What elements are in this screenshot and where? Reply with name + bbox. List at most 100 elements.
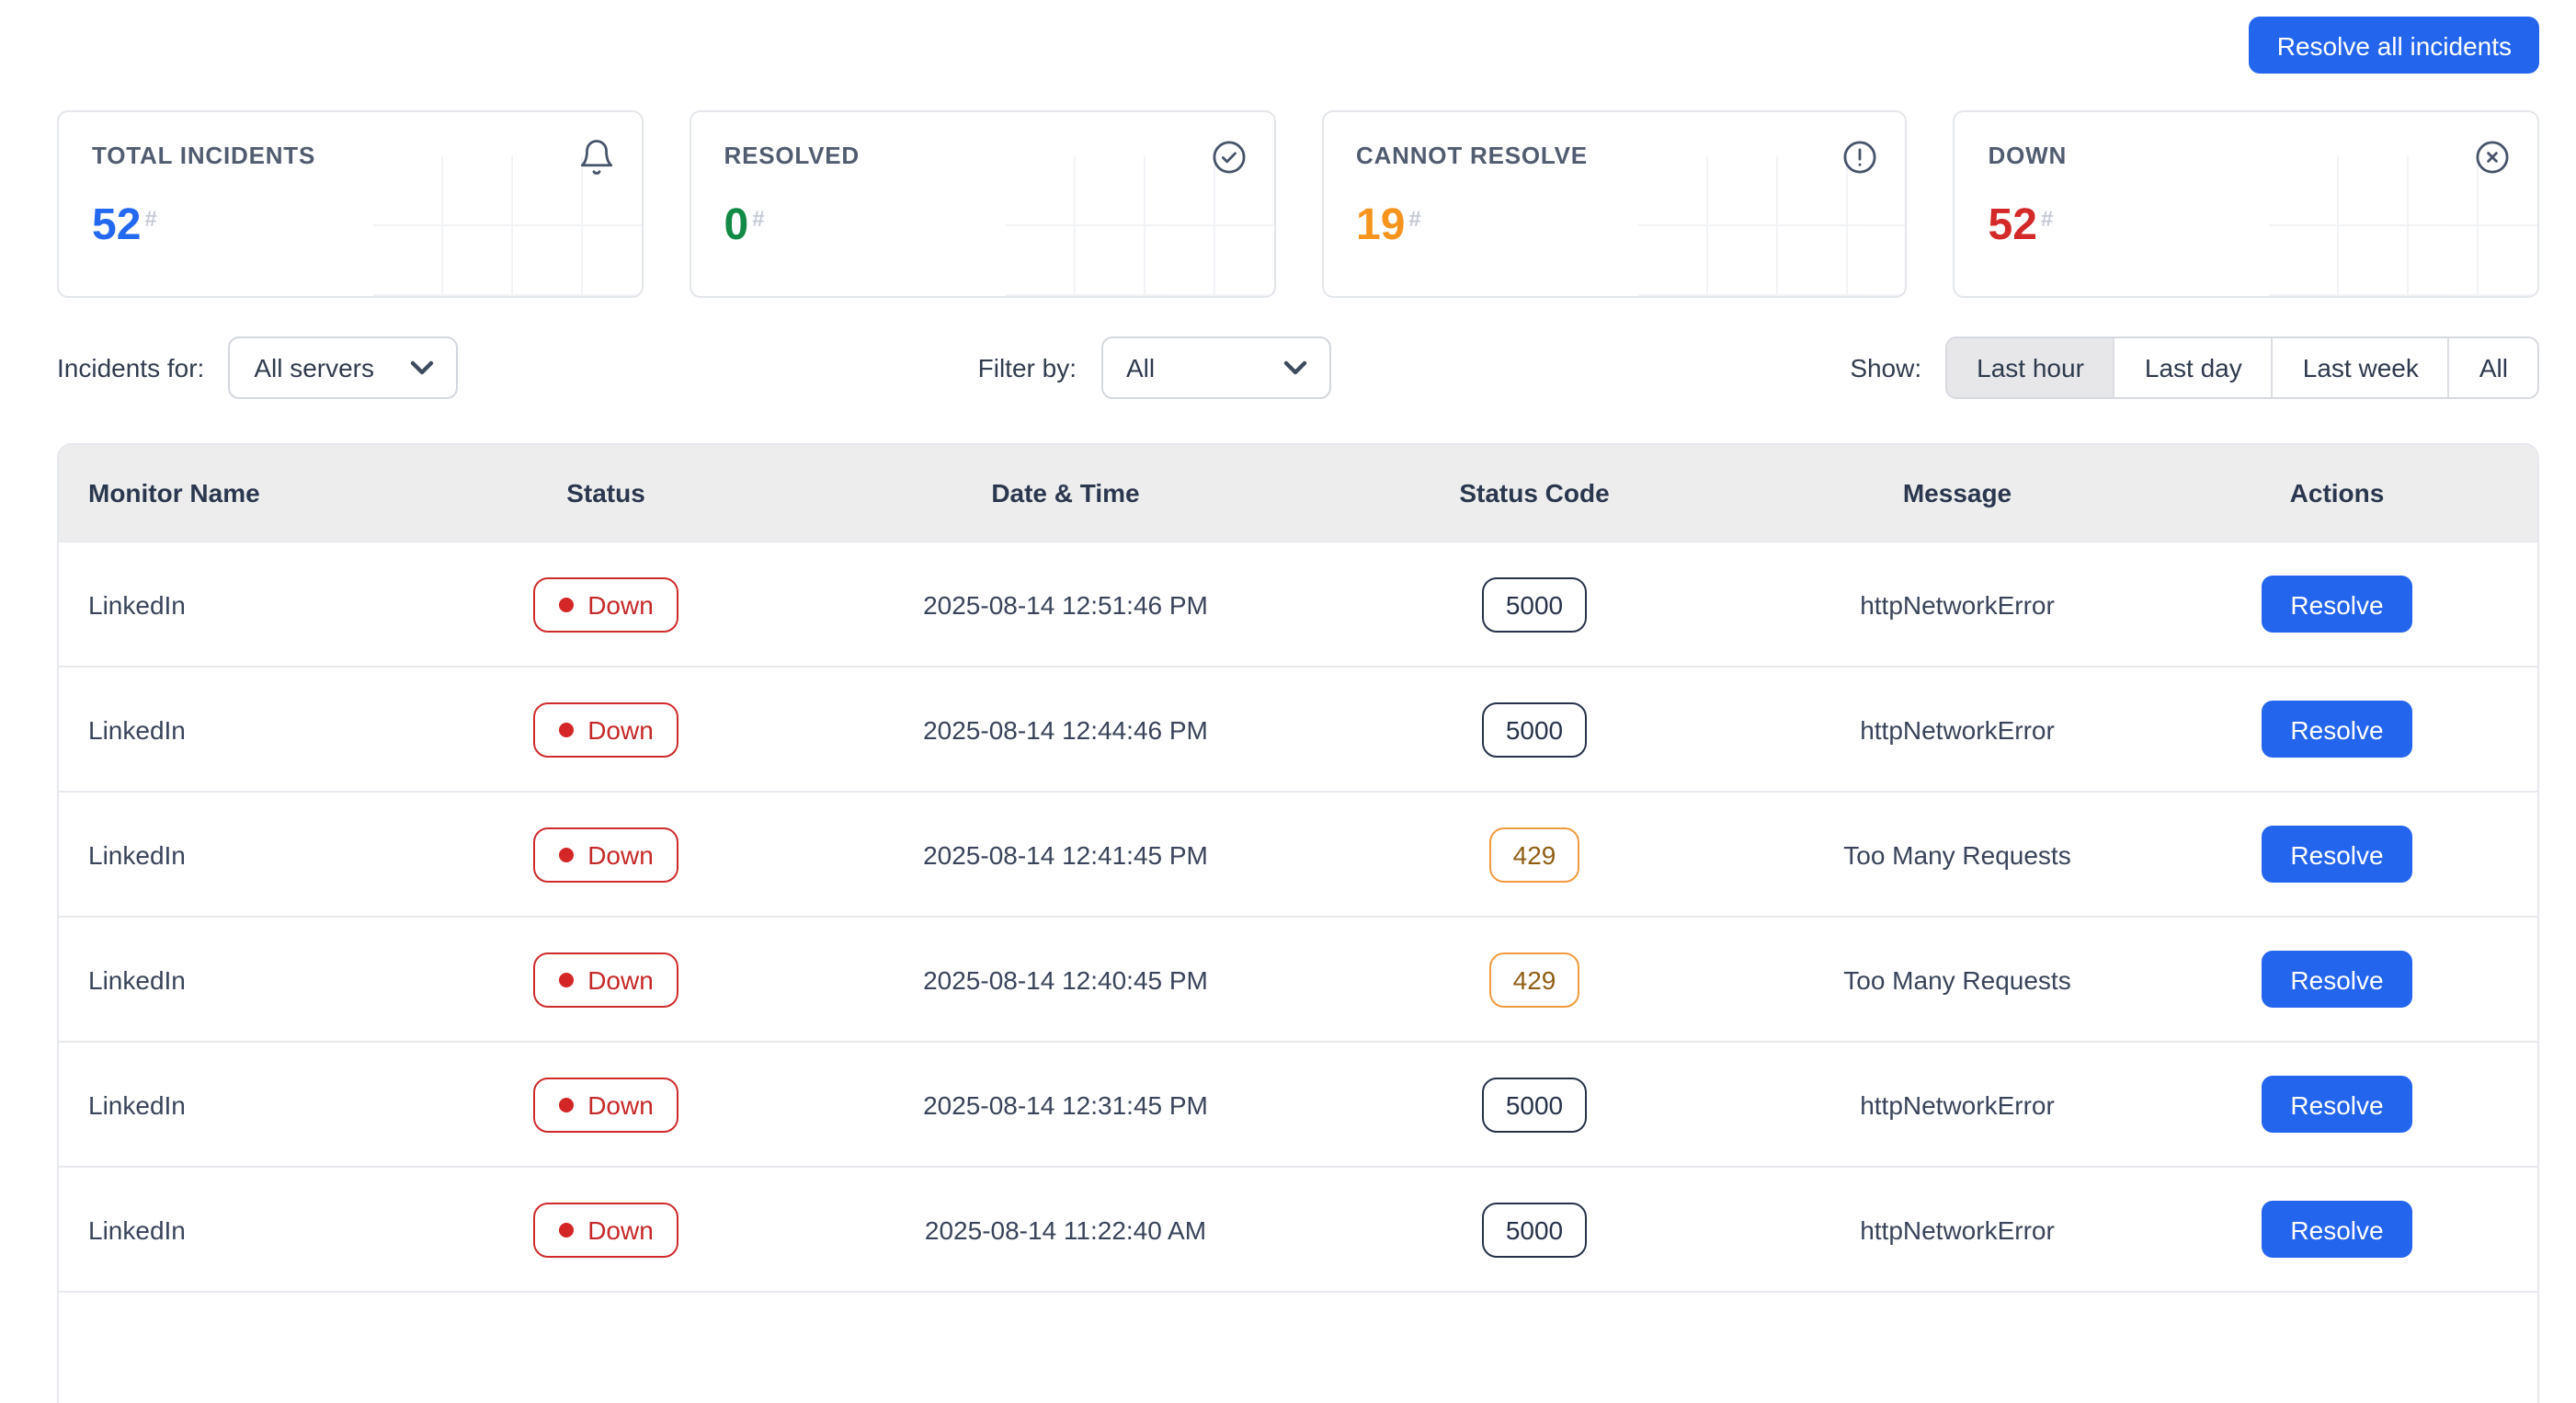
chevron-down-icon: [410, 359, 434, 376]
status-code-badge: 429: [1488, 827, 1580, 882]
column-header-monitor-name: Monitor Name: [88, 478, 260, 508]
stat-value: 52: [1988, 200, 2037, 250]
show-option-last-day[interactable]: Last day: [2113, 338, 2272, 397]
message-value: httpNetworkError: [1860, 1089, 2055, 1119]
show-option-all[interactable]: All: [2447, 338, 2537, 397]
column-header-actions: Actions: [2289, 478, 2385, 508]
column-header-datetime: Date & Time: [991, 478, 1140, 508]
stat-value: 19: [1356, 200, 1406, 250]
status-badge: Down: [532, 952, 679, 1007]
show-option-last-week[interactable]: Last week: [2271, 338, 2448, 397]
x-circle-icon: [2473, 138, 2512, 177]
stat-label: TOTAL INCIDENTS: [92, 142, 316, 169]
resolve-button[interactable]: Resolve: [2261, 1201, 2413, 1258]
check-circle-icon: [1209, 138, 1248, 177]
show-option-last-hour[interactable]: Last hour: [1947, 338, 2114, 397]
stat-value: 52: [92, 200, 142, 250]
filter-by-select-value: All: [1126, 353, 1156, 382]
datetime-value: 2025-08-14 12:44:46 PM: [923, 714, 1208, 744]
datetime-value: 2025-08-14 12:51:46 PM: [923, 589, 1208, 619]
status-badge: Down: [532, 1202, 679, 1257]
status-code-badge: 5000: [1481, 1077, 1588, 1132]
table-row: LinkedIn Down 2025-08-14 12:51:46 PM 500…: [59, 541, 2537, 666]
status-code-badge: 5000: [1481, 576, 1588, 632]
stat-unit: #: [1408, 206, 1421, 232]
resolve-button[interactable]: Resolve: [2261, 1076, 2413, 1133]
status-label: Down: [587, 714, 654, 744]
stat-value: 0: [724, 200, 749, 250]
resolve-all-button[interactable]: Resolve all incidents: [2249, 17, 2539, 74]
column-header-status-code: Status Code: [1459, 478, 1610, 508]
incidents-for-label: Incidents for:: [57, 353, 205, 382]
table-body: LinkedIn Down 2025-08-14 12:51:46 PM 500…: [59, 541, 2537, 1291]
column-header-status: Status: [566, 478, 645, 508]
server-select-value: All servers: [254, 353, 375, 382]
stat-cards: TOTAL INCIDENTS 52 # RESOLVED 0 # CANNOT R…: [57, 110, 2539, 298]
status-label: Down: [587, 1215, 654, 1244]
monitor-name: LinkedIn: [88, 1089, 186, 1119]
message-value: httpNetworkError: [1860, 1215, 2055, 1244]
stat-unit: #: [752, 206, 765, 232]
alert-circle-icon: [1841, 138, 1880, 177]
down-dot-icon: [558, 1097, 574, 1112]
stat-label: RESOLVED: [724, 142, 860, 169]
status-code-badge: 5000: [1481, 1202, 1588, 1257]
bell-icon: [577, 138, 616, 177]
resolve-button[interactable]: Resolve: [2261, 701, 2413, 758]
chevron-down-icon: [1282, 359, 1306, 376]
status-code-badge: 429: [1488, 952, 1580, 1007]
stat-unit: #: [144, 206, 157, 232]
show-range-segmented-control: Last hour Last day Last week All: [1945, 336, 2539, 399]
stat-unit: #: [2040, 206, 2054, 232]
filter-by-label: Filter by:: [977, 353, 1077, 382]
column-header-message: Message: [1902, 478, 2012, 508]
monitor-name: LinkedIn: [88, 839, 186, 869]
stat-card-down: DOWN 52 #: [1953, 110, 2539, 298]
datetime-value: 2025-08-14 12:31:45 PM: [923, 1089, 1208, 1119]
stat-card-resolved: RESOLVED 0 #: [689, 110, 1275, 298]
resolve-button[interactable]: Resolve: [2261, 576, 2413, 633]
status-badge: Down: [532, 1077, 679, 1132]
message-value: httpNetworkError: [1860, 589, 2055, 619]
table-row: LinkedIn Down 2025-08-14 12:41:45 PM 429…: [59, 791, 2537, 916]
incidents-table: Monitor Name Status Date & Time Status C…: [57, 443, 2539, 1403]
datetime-value: 2025-08-14 12:41:45 PM: [923, 839, 1208, 869]
monitor-name: LinkedIn: [88, 1215, 186, 1244]
datetime-value: 2025-08-14 11:22:40 AM: [924, 1215, 1207, 1244]
message-value: Too Many Requests: [1843, 964, 2071, 994]
status-code-badge: 5000: [1481, 702, 1588, 757]
down-dot-icon: [558, 847, 574, 861]
status-label: Down: [587, 1089, 654, 1119]
status-badge: Down: [532, 827, 679, 882]
monitor-name: LinkedIn: [88, 964, 186, 994]
table-row-partial: [59, 1291, 2537, 1403]
server-select[interactable]: All servers: [228, 336, 459, 399]
down-dot-icon: [558, 722, 574, 736]
status-label: Down: [587, 964, 654, 994]
monitor-name: LinkedIn: [88, 589, 186, 619]
status-label: Down: [587, 589, 654, 619]
down-dot-icon: [558, 972, 574, 987]
table-row: LinkedIn Down 2025-08-14 12:31:45 PM 500…: [59, 1041, 2537, 1166]
resolve-button[interactable]: Resolve: [2261, 951, 2413, 1008]
incidents-for-group: Incidents for: All servers: [57, 336, 459, 399]
filter-by-select[interactable]: All: [1100, 336, 1330, 399]
table-row: LinkedIn Down 2025-08-14 12:44:46 PM 500…: [59, 666, 2537, 791]
table-row: LinkedIn Down 2025-08-14 12:40:45 PM 429…: [59, 916, 2537, 1041]
topbar: Resolve all incidents: [57, 17, 2539, 74]
filter-by-group: Filter by: All: [978, 336, 1330, 399]
stat-label: CANNOT RESOLVE: [1356, 142, 1588, 169]
stat-label: DOWN: [1988, 142, 2068, 169]
status-badge: Down: [532, 576, 679, 632]
status-badge: Down: [532, 702, 679, 757]
monitor-name: LinkedIn: [88, 714, 186, 744]
message-value: httpNetworkError: [1860, 714, 2055, 744]
show-label: Show:: [1850, 353, 1922, 382]
table-row: LinkedIn Down 2025-08-14 11:22:40 AM 500…: [59, 1166, 2537, 1291]
stat-card-total-incidents: TOTAL INCIDENTS 52 #: [57, 110, 644, 298]
stat-card-cannot-resolve: CANNOT RESOLVE 19 #: [1321, 110, 1908, 298]
down-dot-icon: [558, 1222, 574, 1237]
resolve-button[interactable]: Resolve: [2261, 826, 2413, 883]
filter-bar: Incidents for: All servers Filter by: Al…: [57, 336, 2539, 399]
